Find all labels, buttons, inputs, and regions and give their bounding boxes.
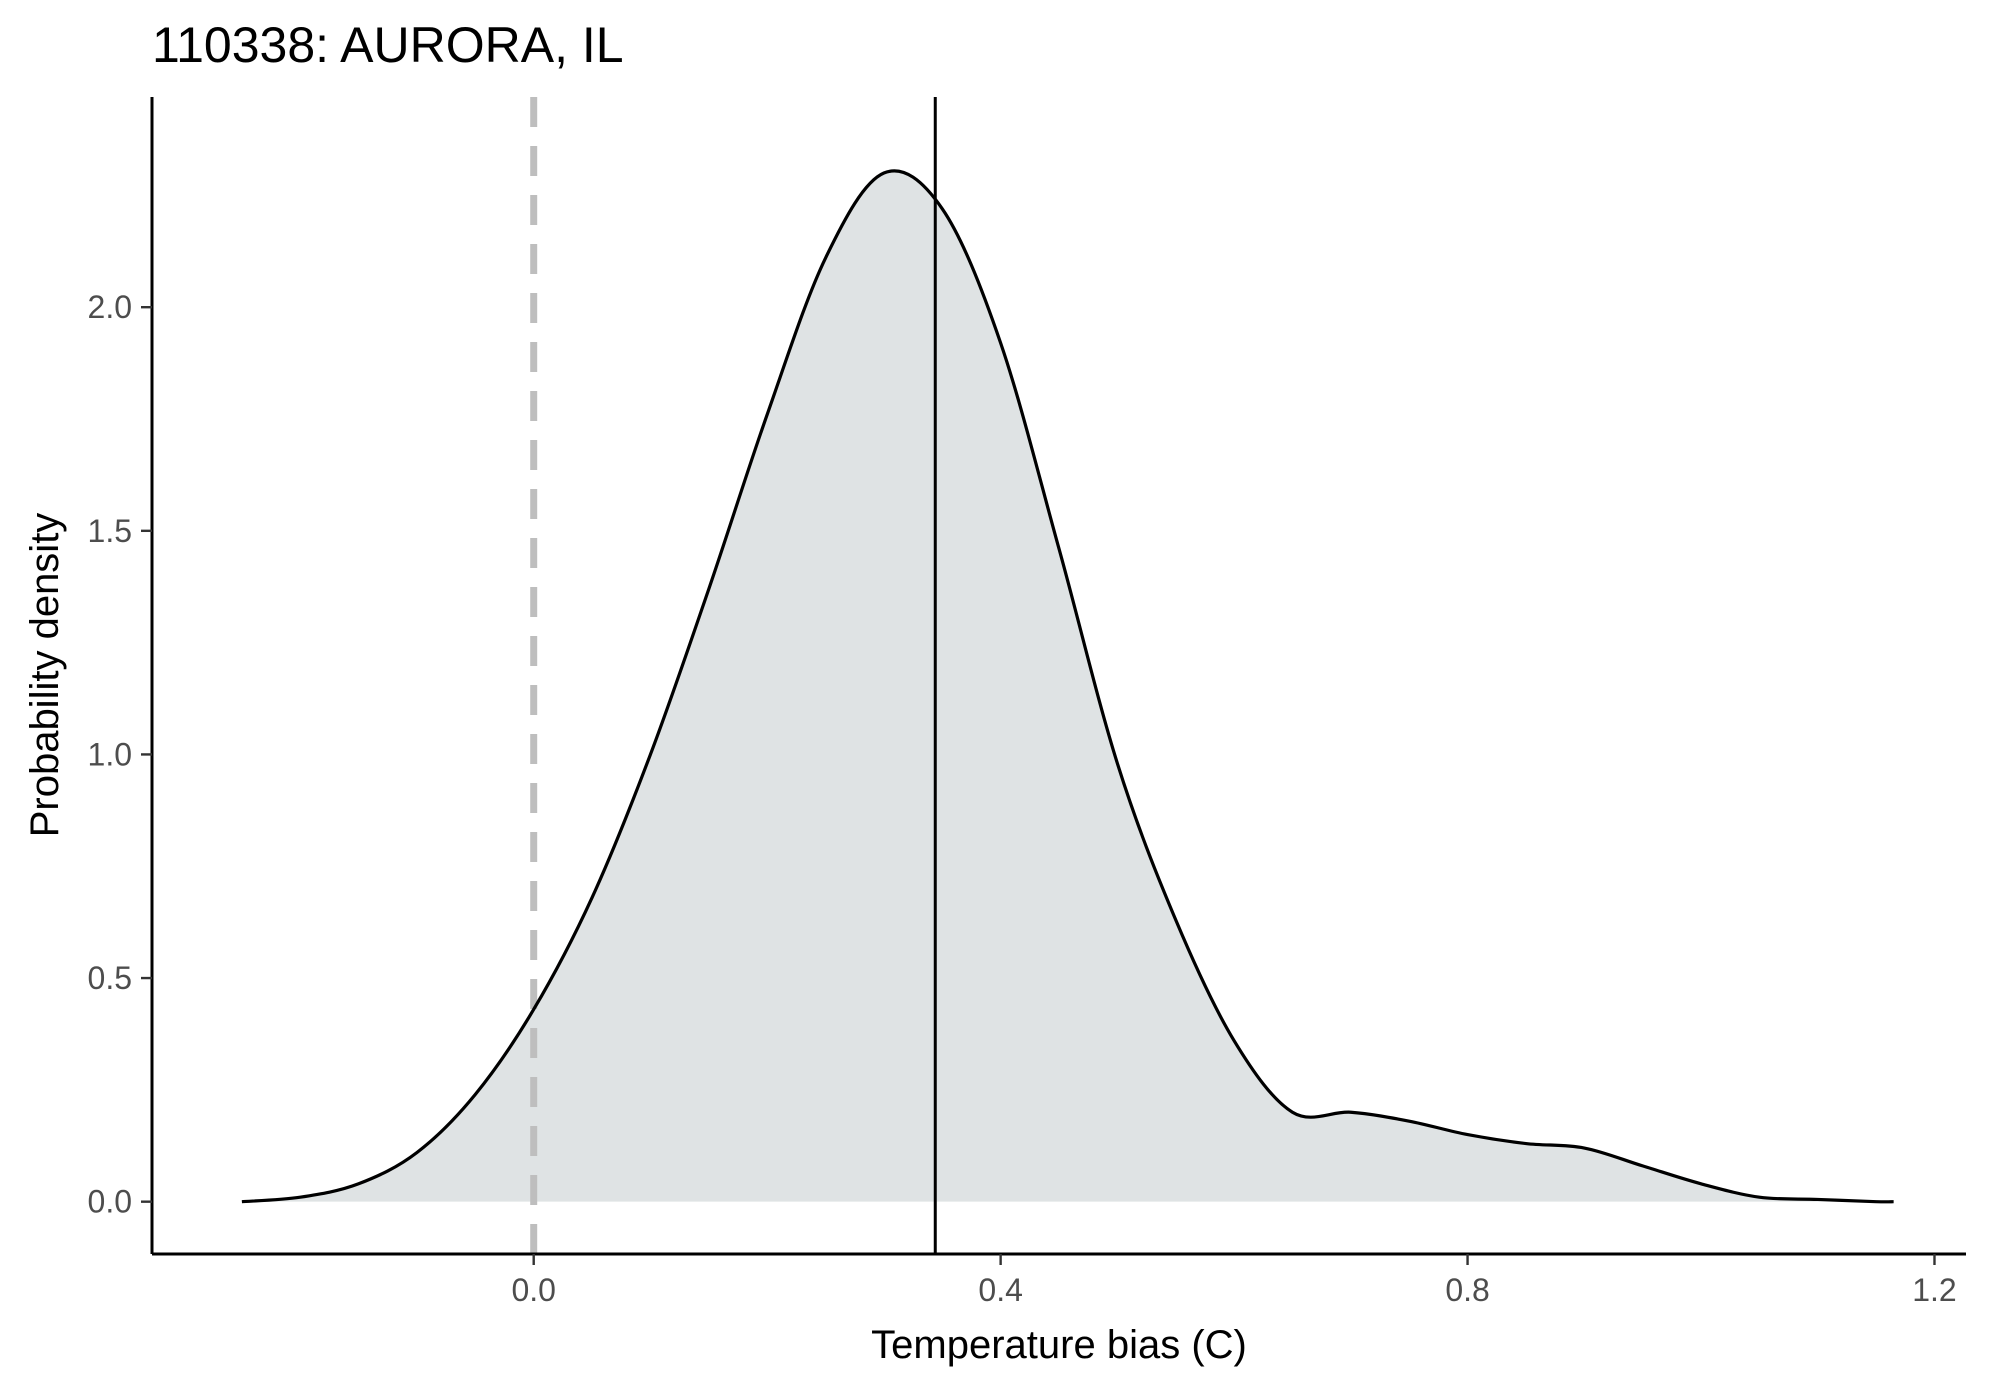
- y-tick-label: 1.5: [88, 513, 132, 549]
- chart-title: 110338: AURORA, IL: [152, 17, 624, 73]
- y-tick-label: 0.5: [88, 960, 132, 996]
- x-tick-label: 0.8: [1445, 1272, 1489, 1308]
- y-axis-ticks: 0.0 0.5 1.0 1.5 2.0: [88, 289, 152, 1220]
- y-tick-label: 2.0: [88, 289, 132, 325]
- density-curve: [241, 169, 1894, 1204]
- x-tick-label: 0.4: [978, 1272, 1022, 1308]
- x-tick-label: 0.0: [511, 1272, 555, 1308]
- plot-area: [241, 97, 1894, 1254]
- x-axis-title: Temperature bias (C): [871, 1323, 1247, 1367]
- y-tick-label: 1.0: [88, 736, 132, 772]
- y-axis-title: Probability density: [23, 513, 67, 838]
- x-tick-label: 1.2: [1912, 1272, 1956, 1308]
- density-area: [241, 170, 1894, 1202]
- x-axis-ticks: 0.0 0.4 0.8 1.2: [511, 1254, 1957, 1308]
- y-tick-label: 0.0: [88, 1184, 132, 1220]
